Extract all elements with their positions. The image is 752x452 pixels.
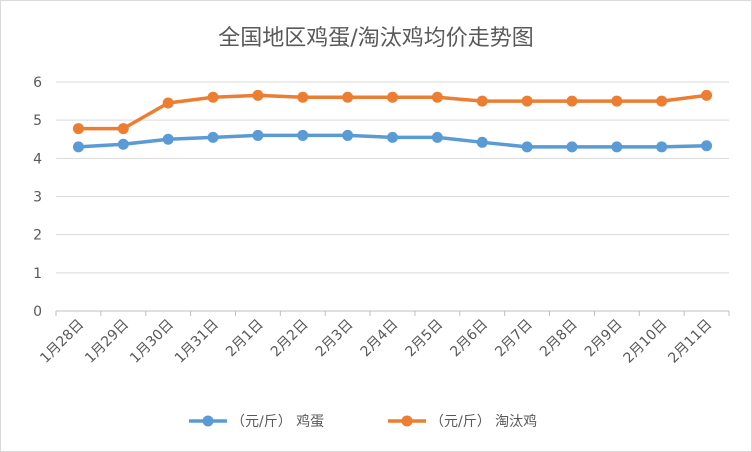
gridlines xyxy=(56,81,729,274)
x-tick-label: 1月30日 xyxy=(127,317,177,367)
data-point xyxy=(431,91,443,103)
data-point xyxy=(611,95,623,107)
x-tick-label: 2月2日 xyxy=(268,317,312,361)
y-tick-label: 6 xyxy=(33,75,42,91)
x-tick-label: 2月4日 xyxy=(358,317,402,361)
data-point xyxy=(387,131,398,143)
x-tick-label: 2月7日 xyxy=(492,317,536,361)
data-point xyxy=(701,140,713,152)
data-point xyxy=(611,141,623,153)
legend-swatch-marker xyxy=(202,415,214,427)
y-tick-label: 1 xyxy=(33,266,42,282)
data-point xyxy=(252,129,264,141)
y-tick-label: 2 xyxy=(33,228,42,244)
data-point xyxy=(297,91,309,103)
x-tick-label: 2月5日 xyxy=(402,317,446,361)
y-tick-label: 4 xyxy=(33,151,42,167)
legend: （元/斤） 鸡蛋 （元/斤） 淘汰鸡 xyxy=(189,413,537,430)
data-point xyxy=(521,141,533,153)
data-point xyxy=(387,91,398,103)
data-point xyxy=(656,141,668,153)
series-group xyxy=(72,89,713,135)
data-point xyxy=(566,141,578,153)
data-point xyxy=(521,95,533,107)
data-point xyxy=(701,89,713,101)
series-lines xyxy=(72,89,713,153)
data-point xyxy=(342,129,354,141)
x-tick-label: 2月10日 xyxy=(621,317,671,367)
y-tick-label: 0 xyxy=(33,304,42,320)
legend-label: （元/斤） 淘汰鸡 xyxy=(430,413,537,430)
y-tick-label: 3 xyxy=(33,190,42,206)
x-tick-label: 2月11日 xyxy=(665,317,715,367)
data-point xyxy=(476,136,488,148)
x-tick-label: 1月29日 xyxy=(82,317,132,367)
data-point xyxy=(252,89,264,101)
data-point xyxy=(207,91,219,103)
data-point xyxy=(566,95,578,107)
x-tick-label: 2月6日 xyxy=(447,317,491,361)
x-tick-label: 1月28日 xyxy=(37,317,87,367)
x-tick-label: 1月31日 xyxy=(172,317,222,367)
data-point xyxy=(117,123,129,135)
data-point xyxy=(117,138,129,150)
data-point xyxy=(207,131,219,143)
data-point xyxy=(656,95,668,107)
legend-label: （元/斤） 鸡蛋 xyxy=(231,413,324,430)
y-axis-ticks: 0 1 2 3 4 5 6 xyxy=(33,75,42,320)
y-tick-label: 5 xyxy=(33,113,42,129)
x-tick-label: 2月8日 xyxy=(537,317,581,361)
x-tick-label: 2月3日 xyxy=(313,317,357,361)
x-tick-label: 2月9日 xyxy=(582,317,626,361)
data-point xyxy=(72,141,84,153)
data-point xyxy=(476,95,488,107)
data-point xyxy=(342,91,354,103)
data-point xyxy=(162,97,174,109)
data-point xyxy=(431,131,443,143)
data-point xyxy=(162,133,174,145)
chart-title: 全国地区鸡蛋/淘汰鸡均价走势图 xyxy=(218,26,533,51)
series-group xyxy=(72,129,713,153)
data-point xyxy=(297,129,309,141)
data-point xyxy=(72,123,84,135)
legend-swatch-marker xyxy=(401,415,413,427)
x-tick-label: 2月1日 xyxy=(223,317,267,361)
